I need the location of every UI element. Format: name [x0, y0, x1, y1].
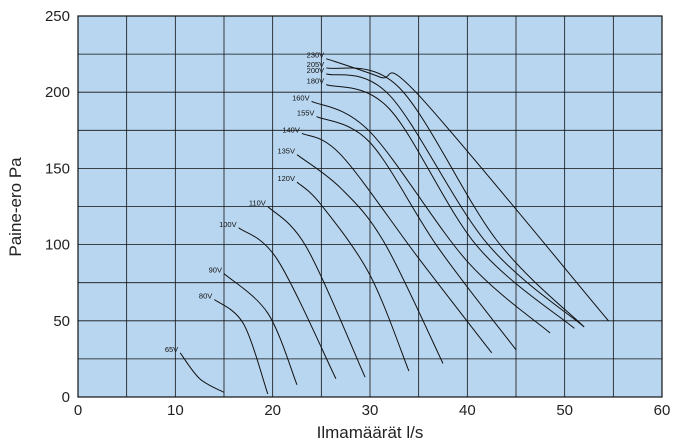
y-tick-label: 100	[45, 237, 70, 254]
x-tick-label: 40	[459, 402, 476, 419]
curve-label-100v: 100V	[219, 220, 237, 229]
x-axis-title: Ilmamäärät l/s	[317, 423, 424, 442]
curve-160v	[311, 100, 551, 334]
grid-lines	[78, 16, 662, 397]
curve-label-180v: 180V	[307, 77, 325, 86]
curve-label-90v: 90V	[209, 266, 222, 275]
y-tick-label: 0	[62, 389, 70, 406]
x-tick-label: 0	[74, 402, 82, 419]
curve-120v	[296, 181, 410, 372]
x-tick-label: 30	[362, 402, 379, 419]
curve-label-110v: 110V	[249, 199, 266, 208]
curve-180v	[326, 84, 575, 329]
curve-label-200v: 200V	[307, 66, 325, 75]
curve-90v	[223, 273, 298, 385]
curve-label-80v: 80V	[199, 291, 212, 300]
x-tick-label: 50	[556, 402, 573, 419]
x-tick-labels: 0 10 20 30 40 50 60	[74, 402, 671, 419]
curve-label-120v: 120V	[277, 174, 295, 183]
curve-label-160v: 160V	[292, 93, 310, 102]
curve-155v	[316, 116, 517, 351]
x-tick-label: 10	[167, 402, 184, 419]
y-tick-label: 250	[45, 8, 70, 25]
curve-140v	[301, 132, 493, 354]
x-tick-label: 20	[264, 402, 281, 419]
x-tick-label: 60	[654, 402, 671, 419]
curve-label-65v: 65V	[165, 345, 178, 354]
curve-135v	[296, 154, 444, 364]
y-tick-label: 150	[45, 160, 70, 177]
curve-100v	[238, 227, 337, 379]
curve-label-135v: 135V	[277, 147, 295, 156]
curve-230v	[326, 58, 609, 322]
curve-label-155v: 155V	[297, 109, 315, 118]
curve-labels: 65V 80V 90V 100V 110V 120V 135V 140V 155V 160V 180…	[165, 51, 324, 354]
y-axis-title: Paine-ero Pa	[6, 157, 25, 257]
y-tick-label: 50	[53, 313, 70, 330]
y-tick-label: 200	[45, 84, 70, 101]
curve-80v	[213, 299, 269, 395]
curve-label-205v: 205V	[307, 60, 325, 69]
y-tick-labels: 0 50 100 150 200 250	[45, 8, 70, 406]
curve-65v	[179, 352, 225, 393]
curve-200v	[326, 73, 585, 328]
voltage-curves	[179, 58, 609, 395]
curve-205v	[326, 67, 585, 328]
curve-110v	[267, 206, 366, 378]
curve-label-140v: 140V	[282, 125, 300, 134]
curve-label-230v: 230V	[307, 51, 325, 60]
